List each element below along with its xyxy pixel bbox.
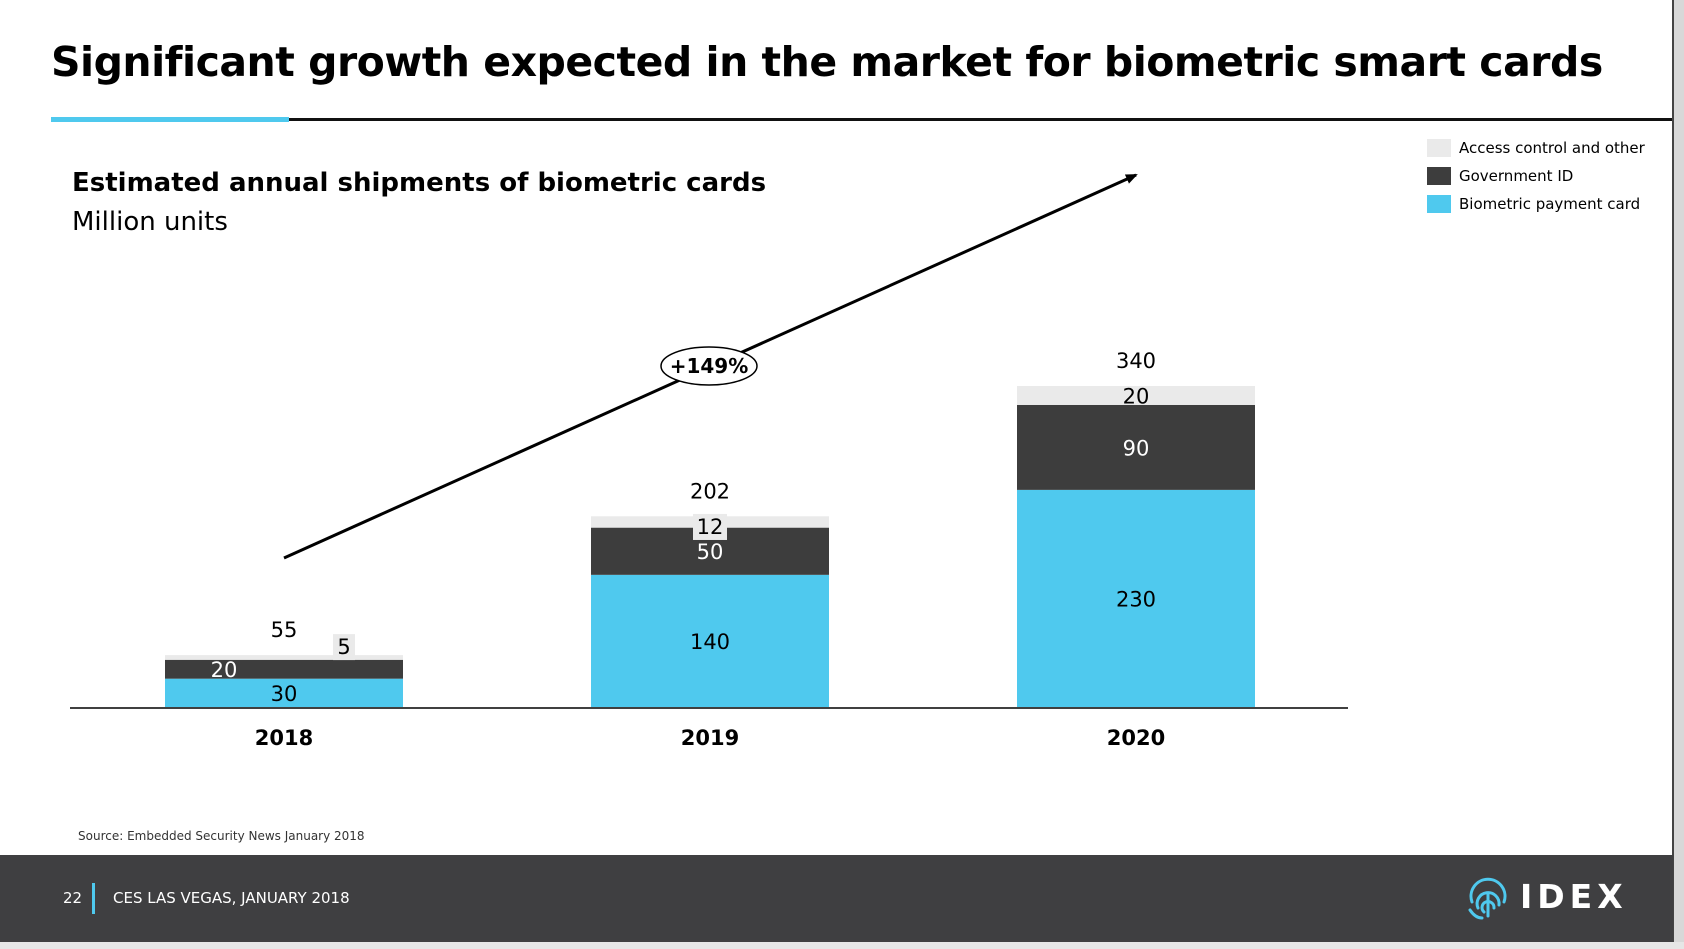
bar-segment-access-control-2018 [165, 655, 403, 660]
bar-segment-payment-card-2019 [591, 574, 829, 707]
value-label-payment-card-2018: 30 [271, 682, 298, 706]
legend-label-government-id: Government ID [1459, 167, 1574, 185]
bar-segment-payment-card-2018 [165, 678, 403, 707]
value-label-access-control-2018-bg [333, 634, 355, 661]
x-tick-label-2020: 2020 [1107, 726, 1165, 750]
chart-subtitle: Million units [72, 207, 228, 237]
legend-swatch-payment-card [1427, 195, 1451, 213]
fingerprint-icon [1468, 877, 1507, 920]
total-label-2020: 340 [1116, 349, 1156, 373]
title-rule-accent [51, 117, 289, 122]
growth-badge-label: +149% [670, 354, 749, 378]
title-rule [51, 118, 1673, 121]
bar-segment-access-control-2020 [1017, 386, 1255, 405]
footer-divider [92, 883, 95, 914]
x-tick-label-2018: 2018 [255, 726, 313, 750]
source-note: Source: Embedded Security News January 2… [78, 829, 365, 843]
page-number: 22 [63, 889, 83, 907]
footer-bottom-strip [0, 942, 1684, 949]
value-label-access-control-2020: 20 [1123, 384, 1150, 408]
value-label-payment-card-2020: 230 [1116, 587, 1156, 611]
legend-label-payment-card: Biometric payment card [1459, 195, 1641, 213]
total-label-2018: 55 [271, 618, 298, 642]
value-label-access-control-2019: 12 [697, 515, 724, 539]
value-label-government-id-2018: 20 [211, 658, 238, 682]
legend-swatch-government-id [1427, 167, 1451, 185]
idex-logo: IDEX [1464, 872, 1628, 920]
growth-badge-ellipse [660, 346, 758, 386]
event-name: CES LAS VEGAS, JANUARY 2018 [113, 889, 350, 907]
growth-badge: +149% [660, 346, 758, 386]
x-tick-label-2019: 2019 [681, 726, 739, 750]
legend-swatch-access-control [1427, 139, 1451, 157]
chart-title: Estimated annual shipments of biometric … [72, 168, 767, 198]
bar-segment-government-id-2018 [165, 659, 403, 679]
value-label-payment-card-2019: 140 [690, 630, 730, 654]
total-label-2019: 202 [690, 479, 730, 503]
value-label-government-id-2019: 50 [697, 540, 724, 564]
chart-legend: Access control and other Government ID B… [1427, 134, 1645, 218]
logo-text: IDEX [1520, 876, 1628, 916]
legend-item-payment-card: Biometric payment card [1427, 190, 1645, 218]
slide-edge [1673, 0, 1684, 949]
legend-item-government-id: Government ID [1427, 162, 1645, 190]
bar-segment-government-id-2020 [1017, 404, 1255, 490]
value-label-access-control-2018: 5 [337, 635, 350, 659]
footer-bar: 22 CES LAS VEGAS, JANUARY 2018 IDEX [0, 855, 1673, 942]
legend-label-access-control: Access control and other [1459, 139, 1645, 157]
slide-edge-line [1672, 0, 1674, 949]
slide-title: Significant growth expected in the marke… [51, 38, 1603, 86]
value-label-access-control-2019-bg [693, 513, 727, 540]
bar-segment-payment-card-2020 [1017, 489, 1255, 707]
value-label-government-id-2020: 90 [1123, 436, 1150, 460]
legend-item-access-control: Access control and other [1427, 134, 1645, 162]
